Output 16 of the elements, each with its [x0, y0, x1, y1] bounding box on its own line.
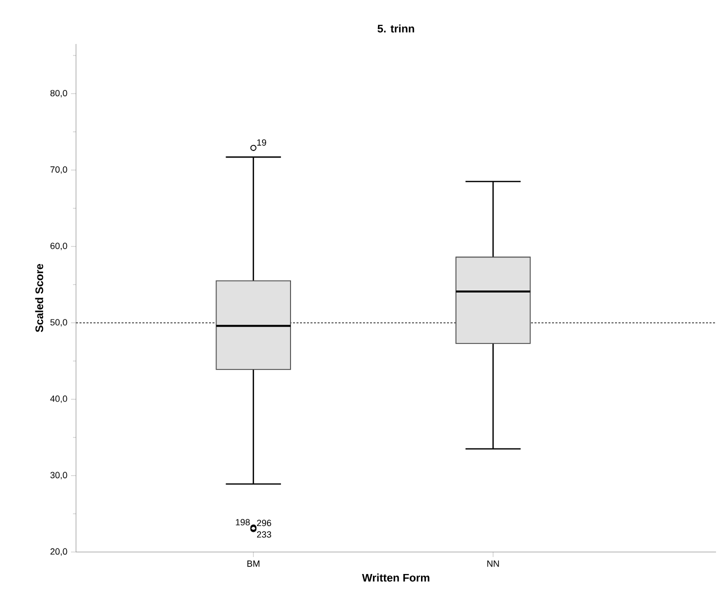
y-tick-label: 50,0 — [50, 319, 68, 327]
x-axis-title: Written Form — [362, 574, 430, 582]
x-tick-label: BM — [247, 560, 260, 567]
y-tick-label: 40,0 — [50, 396, 68, 403]
y-tick-label: 60,0 — [50, 242, 68, 250]
annotation: 233 — [257, 531, 272, 538]
x-tick-label: NN — [487, 560, 499, 567]
y-tick-label: 80,0 — [50, 90, 68, 98]
y-axis-title: Scaled Score — [35, 264, 44, 332]
chart-title: 5. trinn — [378, 24, 414, 32]
annotation: 19 — [257, 139, 266, 146]
annotation: 198 — [236, 519, 250, 526]
y-tick-label: 20,0 — [50, 548, 68, 556]
y-tick-label: 30,0 — [50, 472, 68, 480]
y-tick-label: 70,0 — [50, 166, 68, 174]
annotation: 296 — [257, 520, 272, 526]
